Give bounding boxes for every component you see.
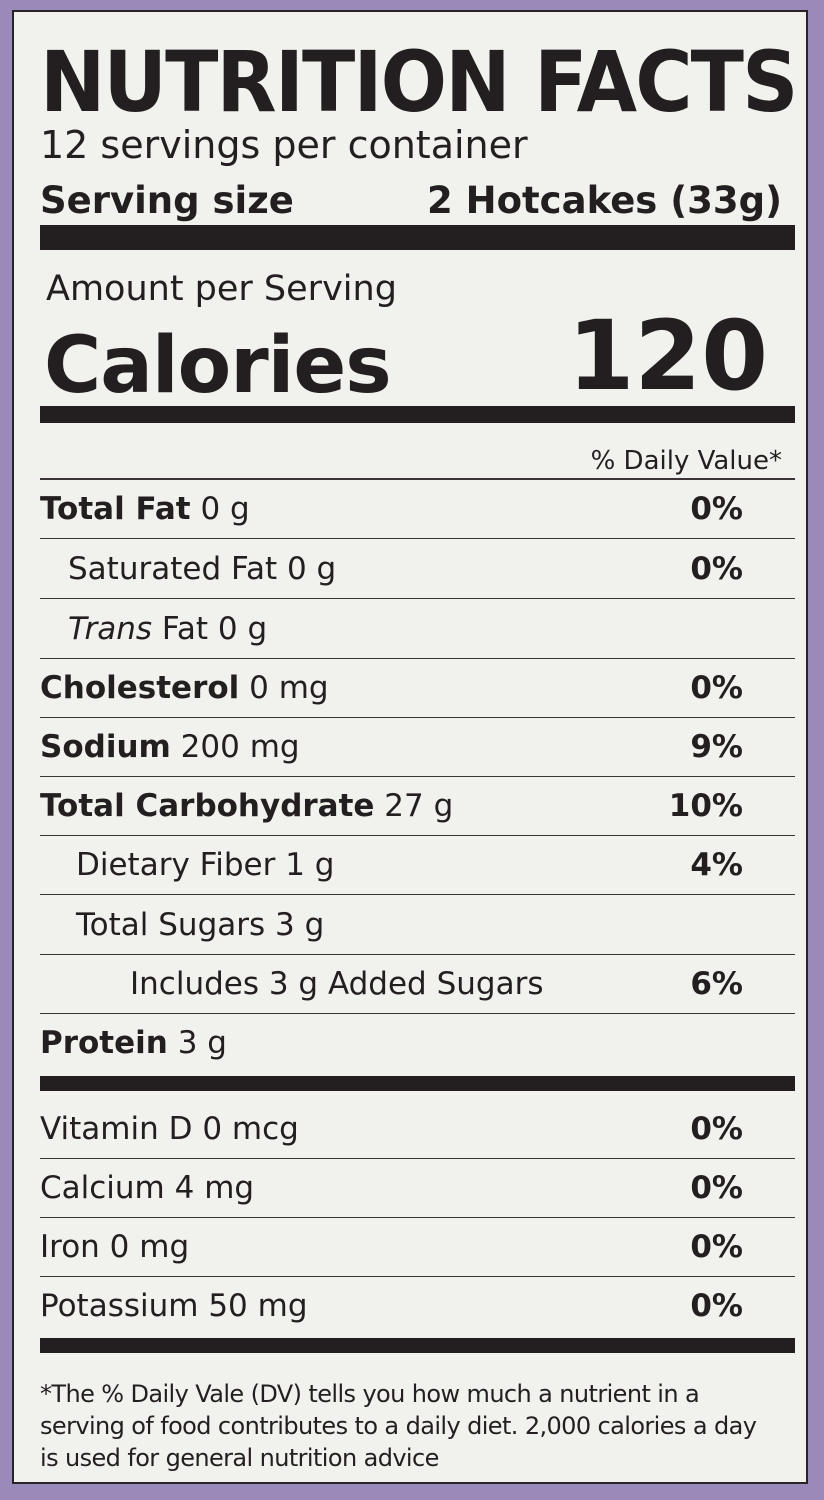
vitamin-row-vitamin-d: Vitamin D 0 mcg 0% [40, 1100, 795, 1159]
amount-per-serving: Amount per Serving [46, 269, 397, 309]
nutrient-row-dietary-fiber: Dietary Fiber 1 g 4% [40, 836, 795, 895]
calories-label: Calories [44, 321, 392, 411]
vitamin-row-iron: Iron 0 mg 0% [40, 1218, 795, 1277]
nutrient-row-total-fat: Total Fat 0 g 0% [40, 480, 795, 539]
servings-per-container: 12 servings per container [40, 123, 528, 167]
thin-divider [40, 478, 795, 480]
vitamin-row-potassium: Potassium 50 mg 0% [40, 1288, 743, 1324]
nutrition-facts-label: NUTRITION FACTS 12 servings per containe… [12, 10, 808, 1484]
vitamin-row-calcium: Calcium 4 mg 0% [40, 1159, 795, 1218]
calories-value: 120 [567, 300, 768, 412]
thick-divider [40, 1338, 795, 1353]
nutrient-row-saturated-fat: Saturated Fat 0 g 0% [40, 540, 795, 599]
daily-value-footnote: *The % Daily Vale (DV) tells you how muc… [40, 1380, 757, 1472]
thick-divider [40, 1076, 795, 1091]
nutrient-row-total-carbohydrate: Total Carbohydrate 27 g 10% [40, 777, 795, 836]
nutrient-row-total-sugars: Total Sugars 3 g [40, 896, 795, 955]
nutrient-row-sodium: Sodium 200 mg 9% [40, 718, 795, 777]
serving-size-value: 2 Hotcakes (33g) [426, 179, 782, 222]
nutrient-row-cholesterol: Cholesterol 0 mg 0% [40, 659, 795, 718]
daily-value-header: % Daily Value* [590, 446, 782, 476]
nutrient-row-added-sugars: Includes 3 g Added Sugars 6% [40, 955, 795, 1014]
nutrient-row-trans-fat: Trans Fat 0 g [40, 600, 795, 659]
label-title: NUTRITION FACTS [40, 33, 798, 131]
thick-divider [40, 225, 795, 250]
serving-size-label: Serving size [40, 179, 294, 222]
nutrient-row-protein: Protein 3 g [40, 1025, 227, 1061]
thick-divider [40, 406, 795, 423]
